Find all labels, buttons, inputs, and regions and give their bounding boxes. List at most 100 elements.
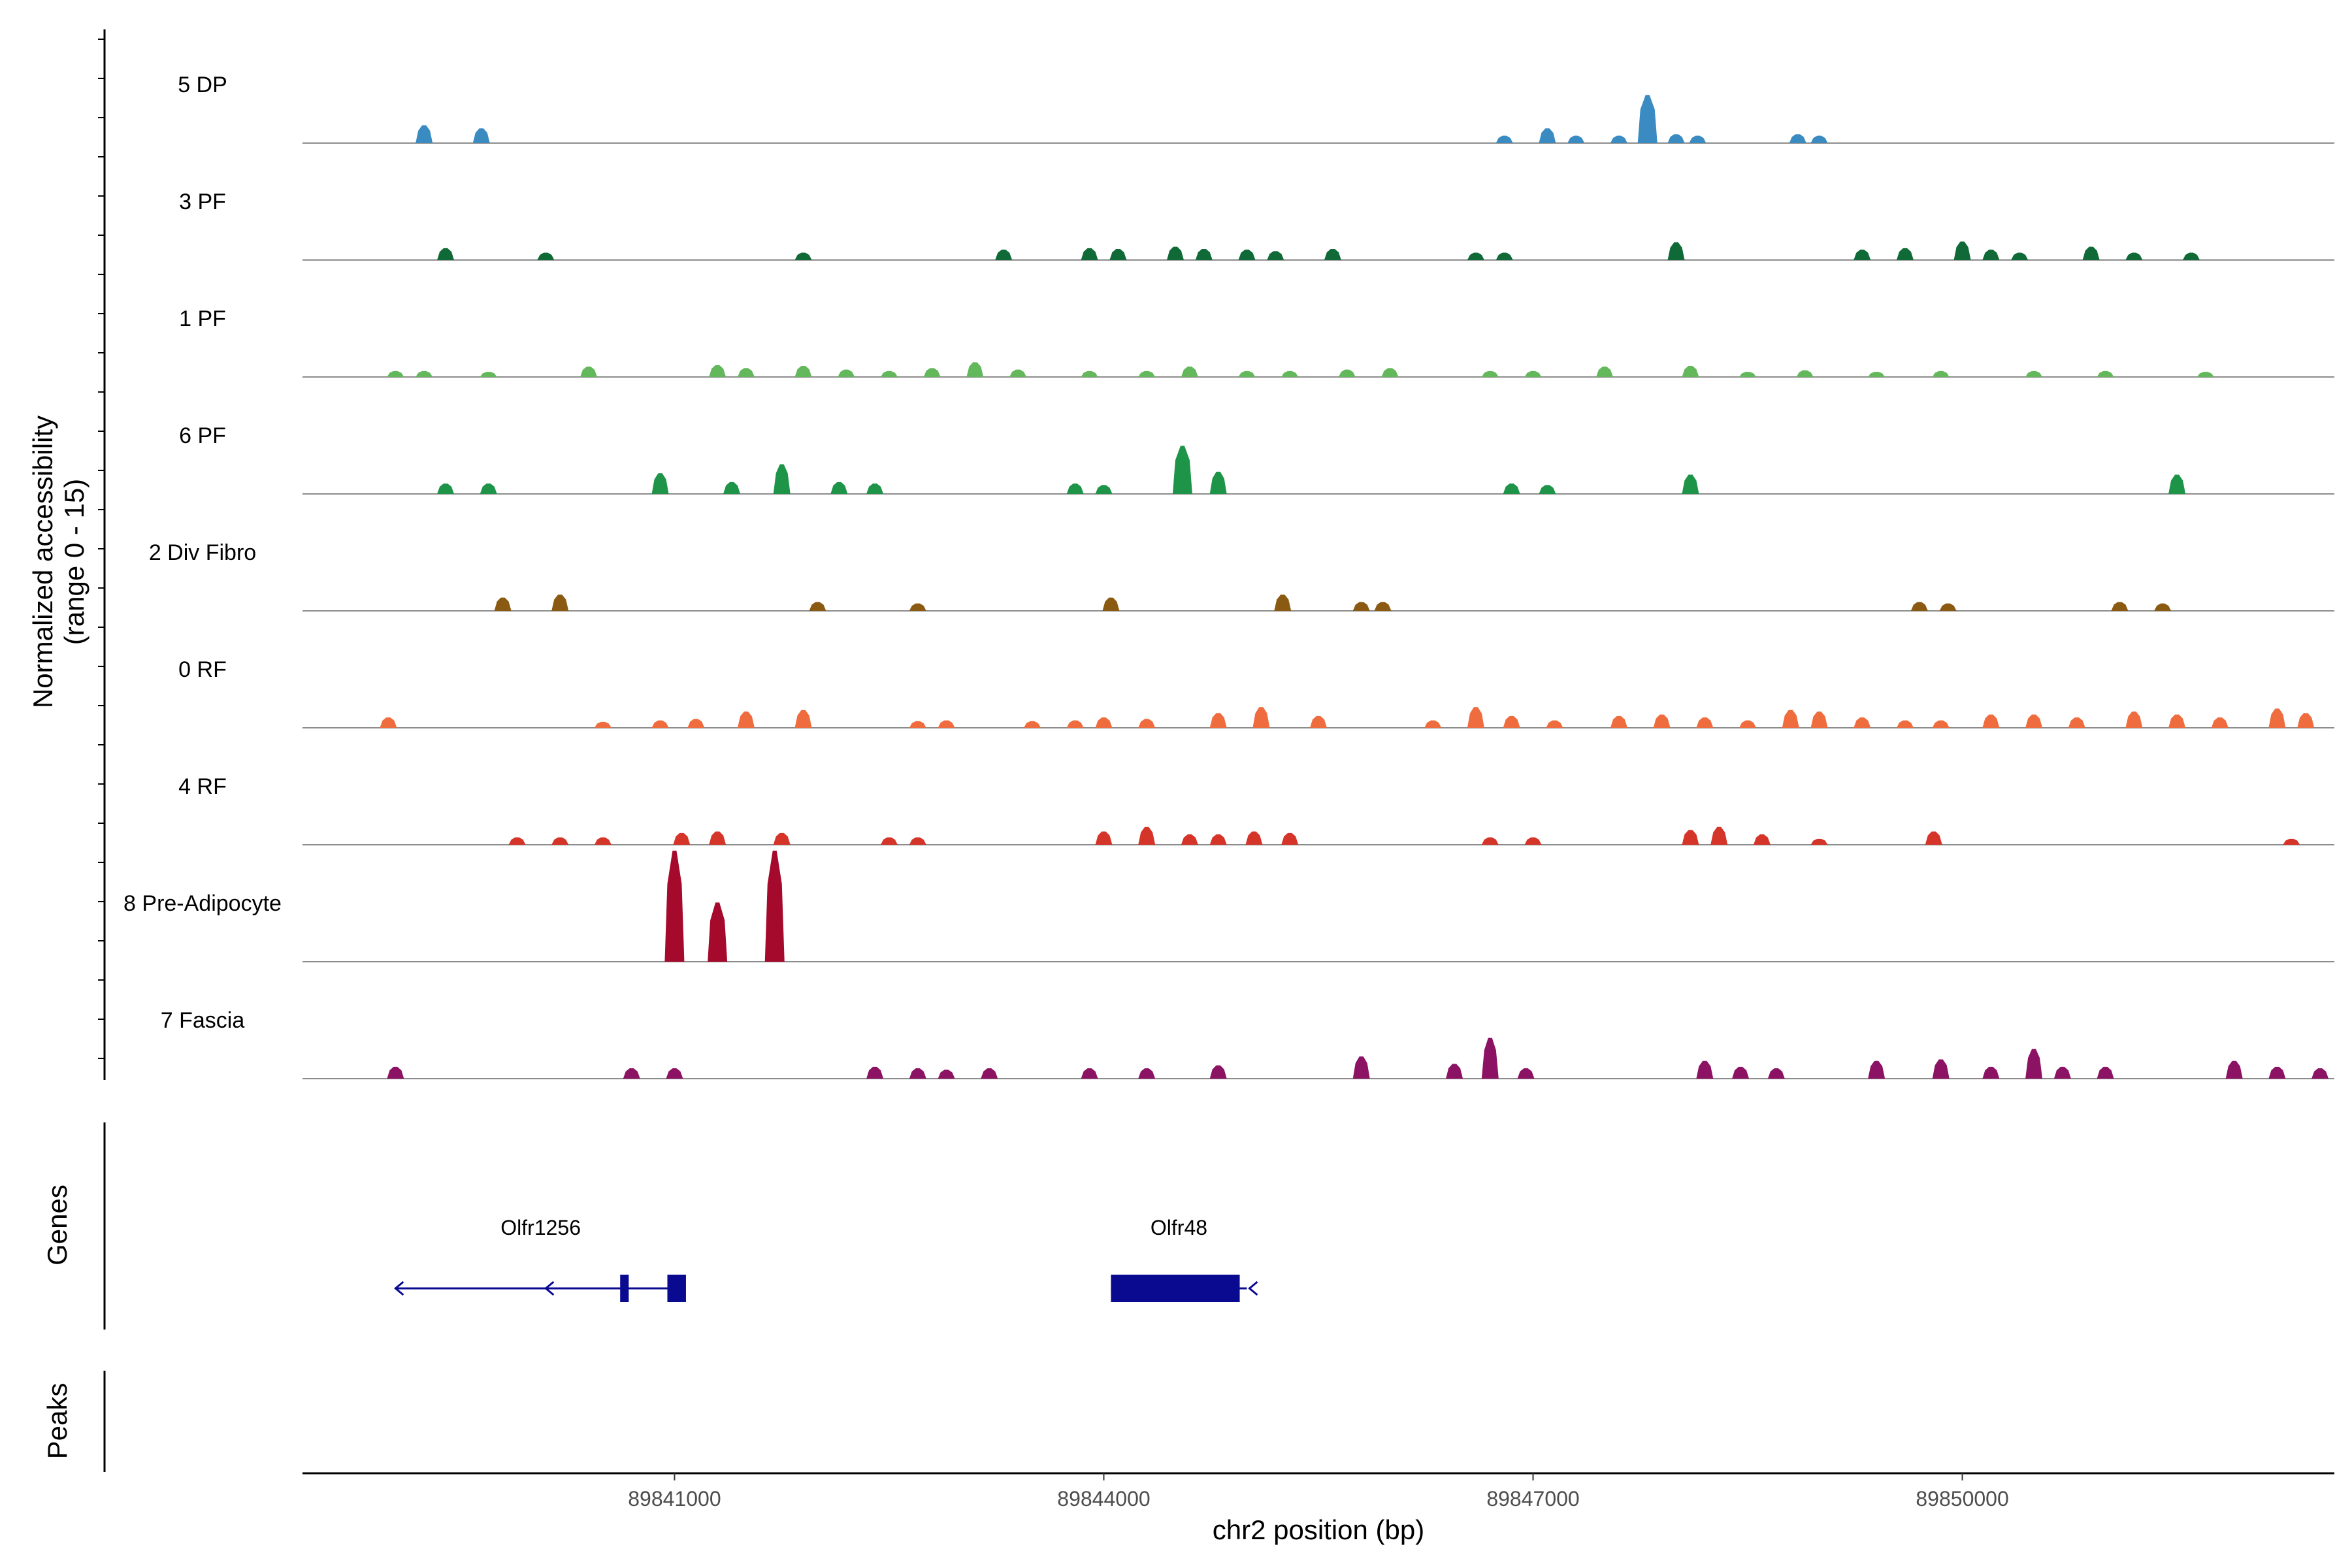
coverage-peak xyxy=(1982,714,2000,728)
coverage-peak xyxy=(1939,603,1957,611)
coverage-peak xyxy=(1953,241,1971,260)
coverage-peak xyxy=(794,366,812,377)
coverage-peak xyxy=(1932,370,1950,377)
coverage-peak xyxy=(1854,250,1871,260)
coverage-peak xyxy=(580,367,598,377)
coverage-peak xyxy=(1782,710,1799,728)
track-8-pre-adipocyte: 8 Pre-Adipocyte xyxy=(123,851,2334,962)
coverage-peak xyxy=(809,602,826,611)
coverage-peak xyxy=(1868,1060,1886,1079)
coverage-peak xyxy=(773,832,791,845)
coverage-peak xyxy=(1095,831,1113,845)
coverage-peak xyxy=(2197,372,2214,377)
coverage-peak xyxy=(1138,719,1156,728)
coverage-peak xyxy=(2297,713,2315,728)
coverage-peak xyxy=(1682,830,1699,845)
track-label: 5 DP xyxy=(178,73,227,97)
coverage-peak xyxy=(1682,366,1699,377)
track-label: 2 Div Fibro xyxy=(149,540,256,565)
coverage-peak xyxy=(2268,1066,2286,1079)
coverage-peak xyxy=(1667,242,1685,260)
coverage-peak xyxy=(2311,1068,2329,1079)
coverage-peak xyxy=(1467,707,1484,728)
coverage-peak xyxy=(1095,485,1113,494)
coverage-peak xyxy=(1481,1037,1499,1079)
coverage-peak xyxy=(1896,720,1914,728)
coverage-peak xyxy=(2125,252,2143,260)
gene-olfr48: Olfr48 xyxy=(1111,1216,1258,1302)
coverage-peak xyxy=(2053,1066,2071,1079)
coverage-peak xyxy=(1081,1068,1098,1079)
track-5-dp: 5 DP xyxy=(178,73,2334,144)
coverage-peak xyxy=(1381,368,1399,377)
coverage-peak xyxy=(664,851,685,962)
coverage-peak xyxy=(2268,708,2286,728)
gene-annotations: Olfr1256 Olfr48 xyxy=(394,1216,1258,1302)
coverage-peak xyxy=(2154,603,2172,611)
coverage-peak xyxy=(909,1068,926,1079)
coverage-peak xyxy=(909,603,926,611)
coverage-peak xyxy=(866,1066,884,1079)
coverage-peak xyxy=(880,370,898,377)
coverage-peak xyxy=(537,252,555,260)
coverage-peak xyxy=(1710,826,1728,845)
coverage-peak xyxy=(551,837,569,845)
coverage-peak xyxy=(1324,249,1341,260)
coverage-peak xyxy=(1481,370,1499,377)
coverage-peak xyxy=(909,721,926,728)
coverage-peak xyxy=(380,717,397,728)
coverage-peak xyxy=(1066,720,1084,728)
coverage-peak xyxy=(1495,252,1513,260)
coverage-peak xyxy=(2111,602,2129,611)
track-label: 0 RF xyxy=(178,657,227,682)
coverage-peak xyxy=(1696,717,1714,728)
coverage-peak xyxy=(2168,714,2186,728)
coverage-peak xyxy=(1138,1068,1156,1079)
x-axis-ticks: 89841000 89844000 89847000 89850000 xyxy=(628,1473,2009,1511)
coverage-peak xyxy=(966,362,984,377)
coverage-peak xyxy=(2025,714,2043,728)
coverage-peak xyxy=(1081,248,1098,260)
x-tick-label: 89847000 xyxy=(1486,1487,1579,1511)
gene-exon xyxy=(1111,1275,1240,1302)
coverage-peak xyxy=(1181,834,1198,845)
coverage-peak xyxy=(1081,370,1098,377)
coverage-peak xyxy=(1796,370,1814,377)
coverage-peak xyxy=(1896,248,1914,260)
coverage-peak xyxy=(1424,720,1442,728)
y-axis-title-line1: Normalized accessibility xyxy=(27,416,58,708)
coverage-peak xyxy=(1138,370,1156,377)
coverage-peak xyxy=(1023,721,1041,728)
coverage-peak xyxy=(1209,472,1227,494)
coverage-peak xyxy=(2025,370,2043,377)
coverage-peak xyxy=(416,125,433,143)
coverage-peak xyxy=(2097,370,2114,377)
coverage-peak xyxy=(1281,370,1299,377)
coverage-peak xyxy=(1925,831,1942,845)
coverage-peak xyxy=(1524,837,1542,845)
coverage-peak xyxy=(880,837,898,845)
coverage-peak xyxy=(1732,1066,1750,1079)
coverage-peak xyxy=(1467,252,1484,260)
coverage-peak xyxy=(1982,1066,2000,1079)
coverage-peak xyxy=(687,719,705,728)
coverage-peak xyxy=(1102,597,1120,611)
coverage-peak xyxy=(1181,367,1198,377)
gene-exon xyxy=(667,1275,686,1302)
coverage-peak xyxy=(1503,715,1520,728)
coverage-peak xyxy=(830,482,848,494)
coverage-peak xyxy=(1252,707,1270,728)
track-label: 7 Fascia xyxy=(161,1008,245,1033)
x-tick-label: 89841000 xyxy=(628,1487,721,1511)
x-axis-title: chr2 position (bp) xyxy=(1213,1514,1425,1545)
coverage-peak xyxy=(1932,720,1950,728)
coverage-peak xyxy=(494,597,512,611)
coverage-peak xyxy=(480,483,497,494)
coverage-peak xyxy=(1810,135,1828,143)
coverage-peak xyxy=(1517,1068,1535,1079)
track-0-rf: 0 RF xyxy=(178,657,2334,728)
coverage-peak xyxy=(1854,717,1871,728)
y-axis-title-line2: (range 0 - 15) xyxy=(59,479,90,645)
coverage-peak xyxy=(1539,128,1556,143)
coverage-peak xyxy=(1352,602,1370,611)
